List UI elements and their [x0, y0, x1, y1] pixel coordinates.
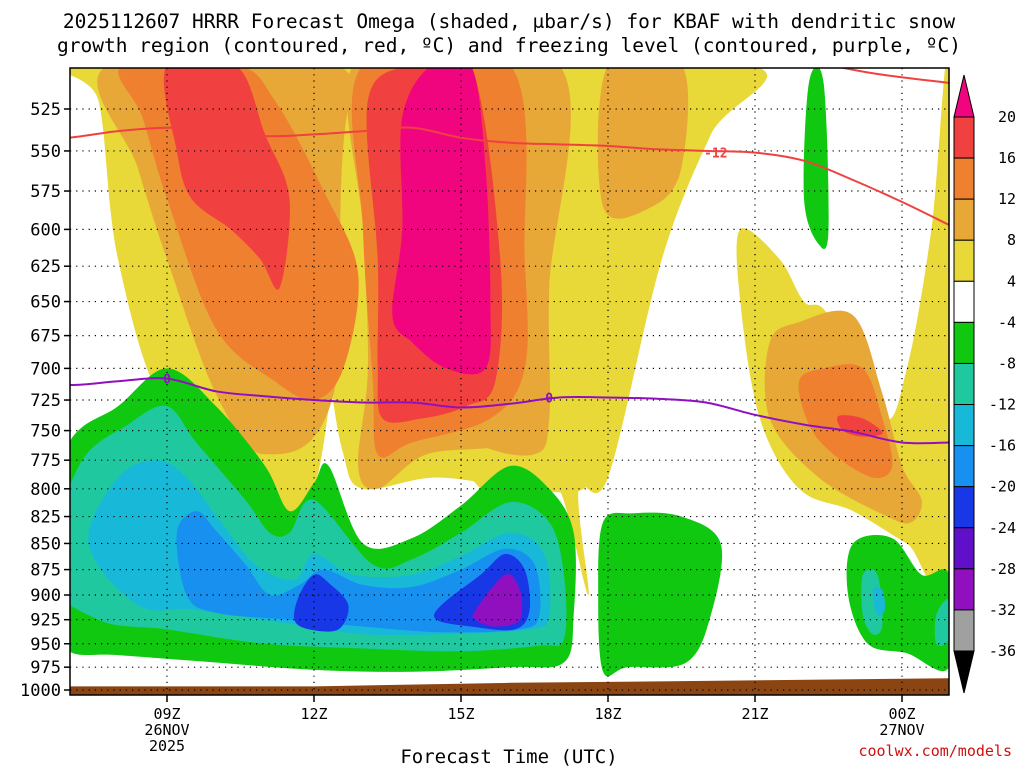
omega-region-magenta-0	[392, 68, 491, 375]
y-tick-label-850: 850	[30, 534, 61, 554]
colorbar-band-9	[953, 486, 975, 529]
grid-lines	[70, 68, 949, 695]
omega-region-light-blue-1	[872, 587, 886, 617]
colorbar-label-4: 4	[1007, 272, 1016, 290]
y-tick-label-600: 600	[30, 220, 61, 240]
pressure-axis: 525 550 575 600 625 650 675 700 725 750 775 800 825 8…	[20, 100, 70, 701]
colorbar-label-0: 20	[998, 108, 1016, 126]
y-tick-label-775: 775	[30, 451, 61, 471]
y-tick-label-875: 875	[30, 561, 61, 581]
y-tick-label-950: 950	[30, 635, 61, 655]
chart-title-line-1: 2025112607 HRRR Forecast Omega (shaded, …	[63, 10, 955, 33]
y-tick-label-900: 900	[30, 586, 61, 606]
contour-freezing-level-0C	[70, 377, 949, 445]
y-tick-label-675: 675	[30, 327, 61, 347]
omega-region-red-0	[163, 68, 290, 290]
colorbar-label-3: 8	[1007, 231, 1016, 249]
colorbar-label-13: -36	[989, 642, 1016, 660]
y-tick-label-650: 650	[30, 293, 61, 313]
colorbar-label-8: -16	[989, 437, 1016, 455]
omega-region-teal-2	[934, 599, 949, 646]
colorbar-band-3	[953, 239, 975, 282]
x-tick-label-9-0: 09Z	[153, 705, 180, 723]
colorbar-band-7	[953, 404, 975, 447]
colorbar-band-11	[953, 568, 975, 611]
y-tick-label-625: 625	[30, 257, 61, 277]
chart-title-line-2: growth region (contoured, red, ºC) and f…	[57, 34, 961, 57]
y-tick-label-575: 575	[30, 182, 61, 202]
omega-region-green-2	[803, 68, 829, 249]
colorbar-band-0	[953, 116, 975, 159]
terrain-ground-fill	[70, 678, 949, 695]
x-tick-label-24-0: 00Z	[888, 705, 915, 723]
contour-label-zero-a: 0	[163, 373, 171, 388]
y-tick-label-750: 750	[30, 422, 61, 442]
colorbar-band-1	[953, 157, 975, 200]
x-tick-label-15-0: 15Z	[447, 705, 474, 723]
x-tick-label-18-0: 18Z	[594, 705, 621, 723]
colorbar-band-5	[953, 321, 975, 364]
colorbar-band-6	[953, 362, 975, 406]
omega-region-light-orange-2	[597, 68, 689, 219]
y-tick-label-700: 700	[30, 359, 61, 379]
y-tick-label-800: 800	[30, 480, 61, 500]
colorbar-band-10	[953, 527, 975, 570]
x-tick-label-9-2: 2025	[149, 737, 185, 755]
omega-shaded-regions	[70, 68, 949, 677]
colorbar-band-8	[953, 445, 975, 488]
omega-region-purple-0	[472, 574, 523, 627]
colorbar-top-arrow	[953, 74, 975, 118]
y-tick-label-975: 975	[30, 658, 61, 678]
colorbar-label-7: -12	[989, 396, 1016, 414]
y-tick-label-925: 925	[30, 611, 61, 631]
contour-dendritic-12C-upper	[838, 68, 949, 84]
colorbar-bottom-arrow	[953, 650, 975, 694]
colorbar-band-2	[953, 198, 975, 241]
y-tick-label-525: 525	[30, 100, 61, 120]
colorbar-legend: 20 16 12 8 4 -4 -8 -12 -16 -20 -24 -28 -32 -36	[953, 74, 1016, 694]
colorbar-band-12	[953, 609, 975, 652]
colorbar-label-6: -8	[998, 354, 1016, 372]
colorbar-label-2: 12	[998, 190, 1016, 208]
y-tick-label-550: 550	[30, 142, 61, 162]
credits-text: coolwx.com/models	[858, 742, 1012, 760]
colorbar-label-11: -28	[989, 560, 1016, 578]
plot-frame	[69, 67, 950, 696]
colorbar-label-5: -4	[998, 313, 1016, 331]
contour-dendritic-12C	[70, 126, 949, 226]
y-tick-label-1000: 1000	[20, 681, 61, 701]
contour-label-minus12: -12	[704, 147, 727, 162]
colorbar-label-1: 16	[998, 149, 1016, 167]
omega-region-dark-blue-0	[293, 574, 349, 632]
terrain-ground	[70, 678, 949, 695]
x-tick-label-21-0: 21Z	[741, 705, 768, 723]
plot-area: -12 0 0	[70, 68, 949, 695]
x-axis-label: Forecast Time (UTC)	[400, 746, 617, 768]
colorbar-label-10: -24	[989, 519, 1016, 537]
omega-region-teal-1	[861, 569, 883, 635]
contour-label-zero-b: 0	[545, 392, 553, 407]
x-tick-label-24-1: 27NOV	[879, 721, 924, 739]
y-tick-label-725: 725	[30, 391, 61, 411]
x-tick-label-9-1: 26NOV	[144, 721, 189, 739]
x-tick-label-12-0: 12Z	[300, 705, 327, 723]
omega-region-green-3	[846, 535, 949, 672]
colorbar-band-4	[953, 280, 975, 323]
colorbar-label-12: -32	[989, 601, 1016, 619]
contour-lines: -12 0 0	[70, 68, 949, 445]
y-tick-label-825: 825	[30, 508, 61, 528]
colorbar-label-9: -20	[989, 478, 1016, 496]
